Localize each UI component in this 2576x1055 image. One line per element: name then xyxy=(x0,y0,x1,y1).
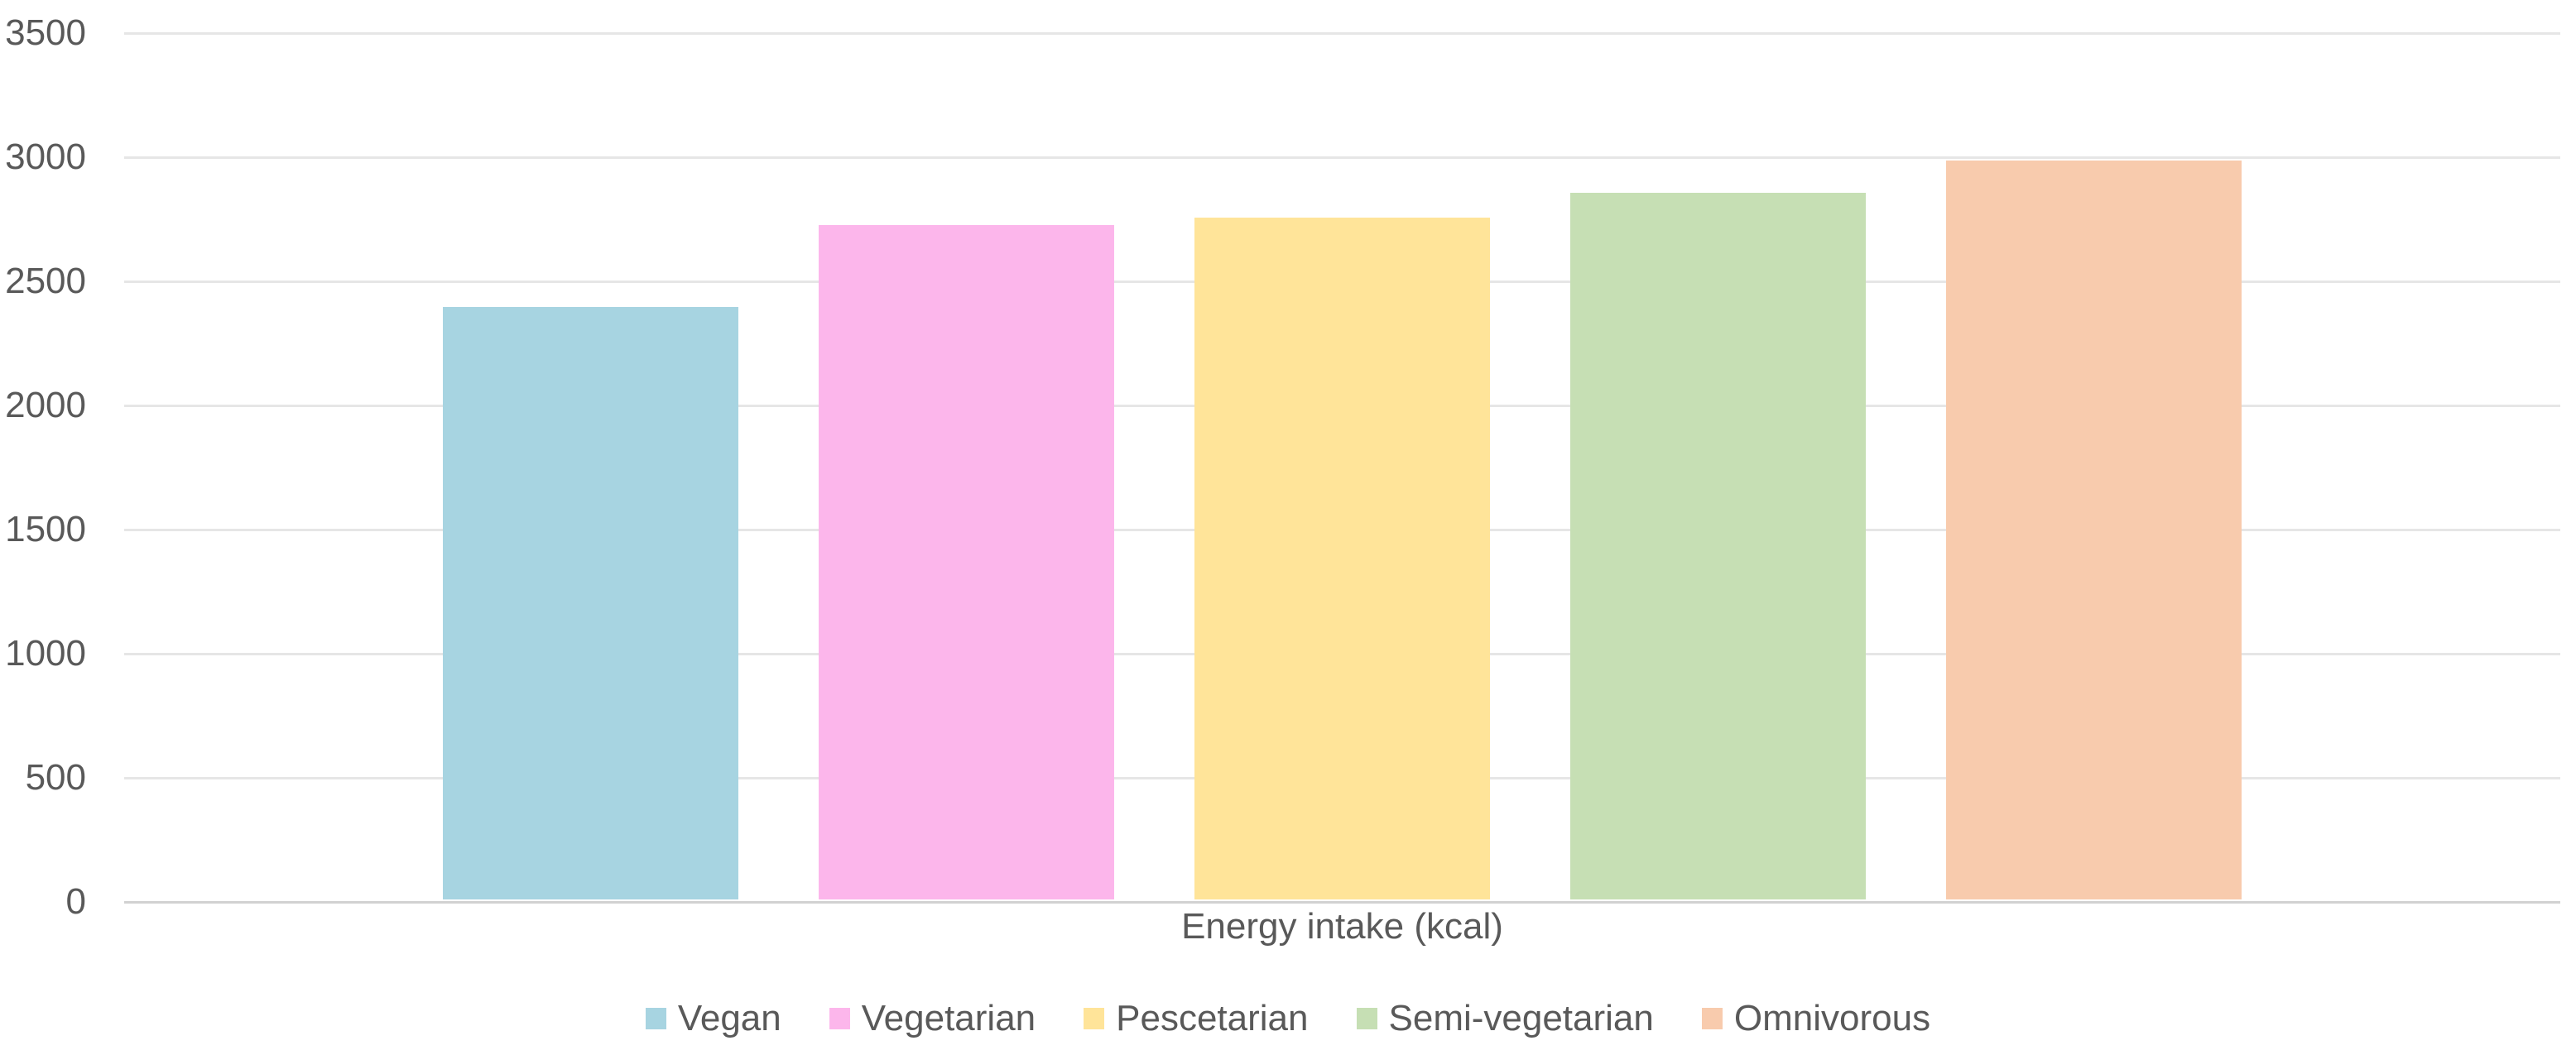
legend-swatch-icon xyxy=(1356,1008,1377,1029)
legend-label: Vegan xyxy=(677,998,781,1038)
y-axis-tick-label: 2000 xyxy=(5,385,86,425)
y-axis-tick-label: 0 xyxy=(65,881,86,922)
y-axis-tick-label: 2500 xyxy=(5,261,86,301)
legend-swatch-icon xyxy=(1084,1008,1105,1029)
legend-label: Pescetarian xyxy=(1116,998,1309,1038)
bar-vegan xyxy=(443,307,738,899)
legend-label: Semi-vegetarian xyxy=(1388,998,1654,1038)
bars-row xyxy=(124,32,2560,899)
legend-swatch-icon xyxy=(1701,1008,1723,1029)
legend: Vegan Vegetarian Pescetarian Semi-vegetaria… xyxy=(0,997,2576,1040)
y-axis-tick-label: 1500 xyxy=(5,509,86,549)
bar-semi-vegetarian xyxy=(1570,193,1866,899)
bar-pescetarian xyxy=(1194,218,1490,899)
legend-item-vegetarian: Vegetarian xyxy=(829,997,1036,1040)
gridline xyxy=(124,156,2560,159)
bar-omnivorous xyxy=(1946,161,2242,899)
y-axis-tick-label: 1000 xyxy=(5,633,86,674)
x-axis-category-label: Energy intake (kcal) xyxy=(1181,906,1503,947)
legend-item-semi-vegetarian: Semi-vegetarian xyxy=(1356,997,1654,1040)
gridline xyxy=(124,32,2560,35)
y-axis-tick-label: 3500 xyxy=(5,12,86,53)
x-axis-line xyxy=(124,901,2560,904)
y-axis-tick-label: 3000 xyxy=(5,137,86,177)
legend-swatch-icon xyxy=(645,1008,666,1029)
bar-vegetarian xyxy=(819,225,1114,899)
legend-label: Vegetarian xyxy=(861,998,1036,1038)
plot-area xyxy=(124,32,2560,904)
y-axis-tick-label: 500 xyxy=(25,757,86,798)
legend-item-vegan: Vegan xyxy=(645,997,781,1040)
legend-item-omnivorous: Omnivorous xyxy=(1701,997,1931,1040)
legend-swatch-icon xyxy=(829,1008,850,1029)
legend-label: Omnivorous xyxy=(1733,998,1931,1038)
legend-item-pescetarian: Pescetarian xyxy=(1084,997,1309,1040)
